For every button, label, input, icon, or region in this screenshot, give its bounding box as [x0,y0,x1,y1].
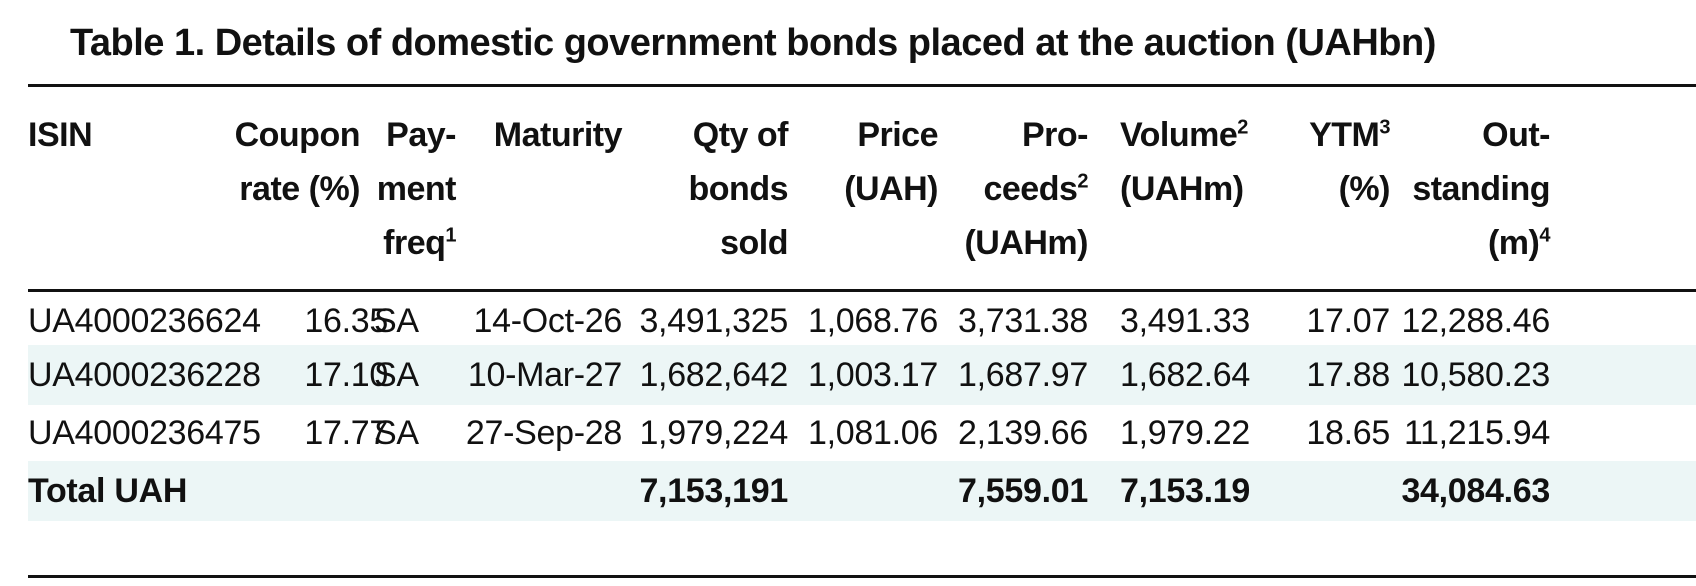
total-outstanding: 34,084.63 [1401,472,1550,510]
cell-maturity: 14-Oct-26 [473,302,623,340]
table-row: UA4000236228 17.10 SA 10-Mar-27 1,682,64… [28,345,1696,405]
header-qty: Qty of bonds sold [688,116,789,262]
header-isin: ISIN [28,116,93,154]
header-maturity: Maturity [493,116,623,154]
cell-qty: 1,682,642 [639,356,788,394]
cell-proceeds: 2,139.66 [958,414,1088,452]
total-label: Total UAH [28,472,188,510]
cell-volume: 3,491.33 [1120,302,1250,340]
cell-payment-freq: SA [374,414,419,452]
cell-coupon: 16.35 [304,302,388,340]
cell-payment-freq: SA [374,302,419,340]
header-volume: Volume2 (UAHm) [1120,116,1248,208]
cell-maturity: 10-Mar-27 [467,356,622,394]
cell-price: 1,081.06 [808,414,938,452]
cell-proceeds: 1,687.97 [958,356,1088,394]
header-ytm: YTM3 (%) [1309,116,1390,208]
header-outstanding: Out- standing (m)4 [1412,116,1550,262]
cell-maturity: 27-Sep-28 [465,414,622,452]
cell-coupon: 17.10 [304,356,388,394]
total-proceeds: 7,559.01 [958,472,1088,510]
cell-coupon: 17.77 [304,414,388,452]
cell-isin: UA4000236228 [28,356,261,394]
cell-outstanding: 12,288.46 [1401,302,1550,340]
table-row: UA4000236624 16.35 SA 14-Oct-26 3,491,32… [28,291,1696,351]
cell-price: 1,003.17 [808,356,938,394]
cell-outstanding: 10,580.23 [1401,356,1550,394]
table-title: Table 1. Details of domestic government … [70,22,1436,64]
cell-proceeds: 3,731.38 [958,302,1088,340]
header-rule [28,289,1696,292]
header-coupon: Coupon rate (%) [234,116,361,208]
total-volume: 7,153.19 [1120,472,1250,510]
top-rule [28,84,1696,87]
header-proceeds: Pro- ceeds2 (UAHm) [964,116,1088,262]
total-row: Total UAH 7,153,191 7,559.01 7,153.19 34… [28,461,1696,521]
table-row: UA4000236475 17.77 SA 27-Sep-28 1,979,22… [28,403,1696,463]
cell-qty: 1,979,224 [639,414,788,452]
cell-price: 1,068.76 [808,302,938,340]
cell-volume: 1,979.22 [1120,414,1250,452]
bottom-rule [28,575,1696,578]
cell-ytm: 17.88 [1306,356,1390,394]
cell-isin: UA4000236624 [28,302,261,340]
cell-ytm: 17.07 [1306,302,1390,340]
cell-isin: UA4000236475 [28,414,261,452]
cell-payment-freq: SA [374,356,419,394]
cell-ytm: 18.65 [1306,414,1390,452]
cell-outstanding: 11,215.94 [1403,414,1550,452]
header-price: Price (UAH) [844,116,938,208]
total-qty: 7,153,191 [639,472,788,510]
cell-qty: 3,491,325 [639,302,788,340]
cell-volume: 1,682.64 [1120,356,1250,394]
header-payment-freq: Pay- ment freq1 [376,116,457,262]
